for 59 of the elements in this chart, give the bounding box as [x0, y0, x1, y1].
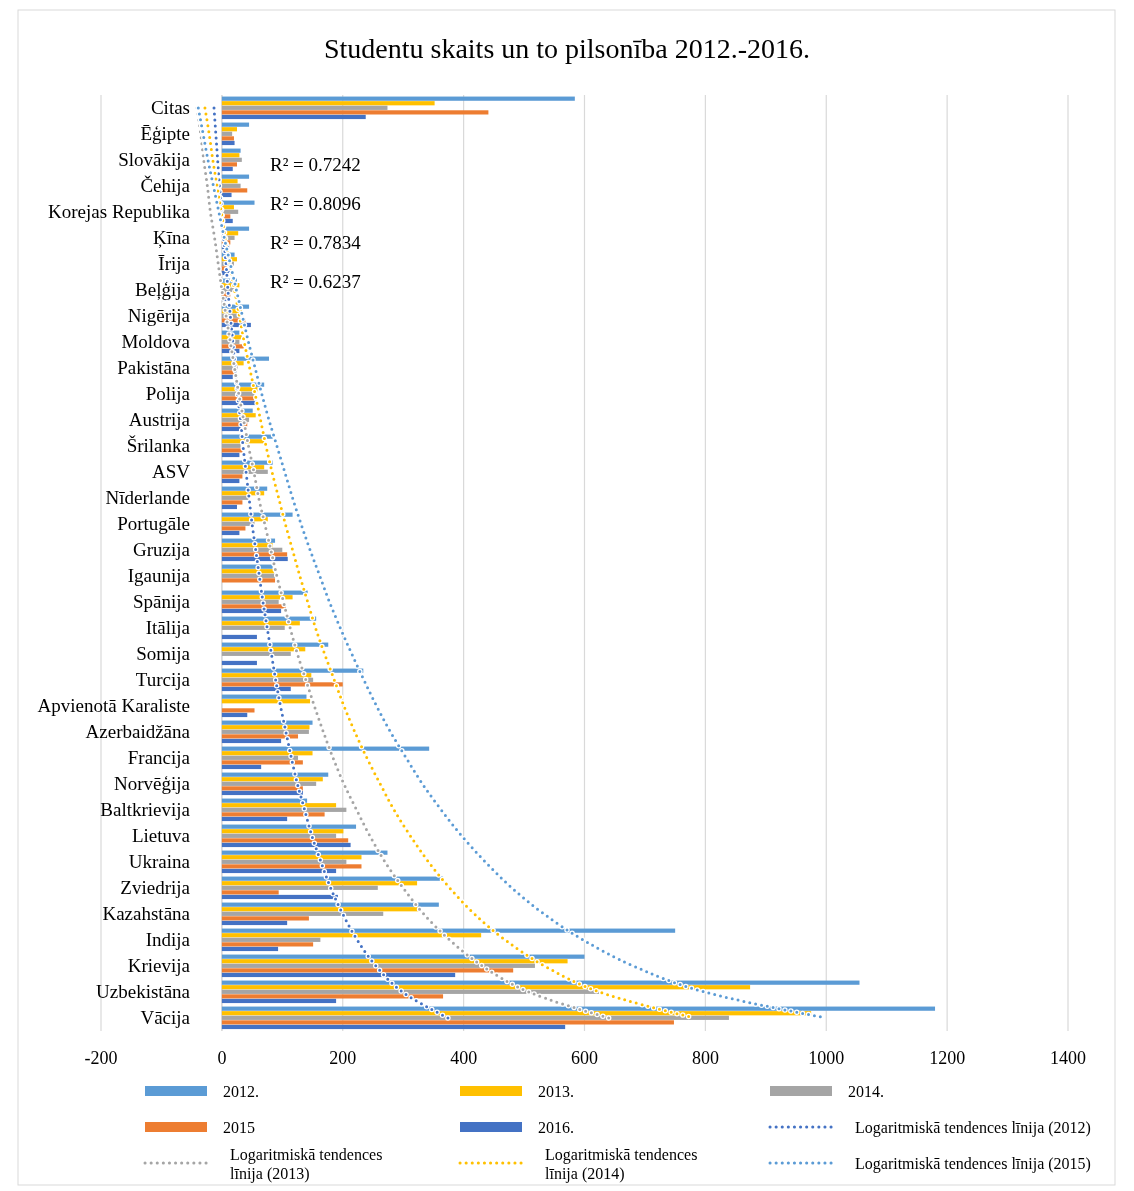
y-tick-label: Azerbaidžāna: [85, 721, 191, 742]
y-tick-label: Uzbekistāna: [96, 981, 191, 1002]
y-tick-label: Lietuva: [131, 825, 191, 846]
x-tick-label: 200: [329, 1048, 357, 1068]
y-tick-label: Beļģija: [135, 279, 191, 300]
y-tick-label: Somija: [136, 643, 191, 664]
y-tick-label: Moldova: [121, 331, 191, 352]
legend-label: Logaritmiskā tendences līnija (2013): [230, 1146, 383, 1183]
legend-label: Logaritmiskā tendences līnija (2015): [855, 1155, 1091, 1173]
y-tick-label: Ķīna: [153, 227, 191, 248]
legend-label: 2014.: [848, 1083, 884, 1100]
x-tick-label: 600: [571, 1048, 598, 1068]
legend-label: 2012.: [223, 1083, 259, 1100]
y-tick-label: Nigērija: [127, 305, 191, 326]
y-tick-label: Slovākija: [118, 149, 191, 170]
x-tick-label: 1000: [808, 1048, 845, 1068]
y-tick-label: Kazahstāna: [102, 903, 191, 924]
y-tick-label: Portugāle: [117, 513, 190, 534]
chart-title: Studentu skaits un to pilsonība 2012.-2016.: [323, 33, 811, 64]
x-tick-label: 1200: [929, 1048, 966, 1068]
annotation: R² = 0.6237: [270, 271, 361, 292]
y-tick-label: Korejas Republika: [48, 201, 191, 222]
legend-label: Logaritmiskā tendences līnija (2012): [855, 1119, 1091, 1137]
y-tick-label: Francija: [127, 747, 191, 768]
legend-label: 2013.: [538, 1083, 574, 1100]
y-tick-label: ASV: [151, 461, 191, 482]
annotation: R² = 0.7834: [270, 232, 362, 253]
y-tick-label: Zviedrija: [120, 877, 191, 898]
y-tick-label: Polija: [145, 383, 191, 404]
annotation: R² = 0.7242: [270, 154, 361, 175]
legend-label: Logaritmiskā tendences līnija (2014): [545, 1146, 698, 1183]
y-tick-label: Spānija: [133, 591, 191, 612]
y-tick-label: Ēģipte: [140, 123, 190, 144]
y-tick-label: Vācija: [140, 1007, 191, 1028]
y-tick-label: Indija: [145, 929, 191, 950]
x-tick-label: 800: [691, 1048, 719, 1068]
y-tick-label: Čehija: [140, 175, 191, 196]
y-tick-label: Austrija: [128, 409, 191, 430]
y-tick-label: Īrija: [158, 253, 191, 274]
y-tick-label: Igaunija: [127, 565, 191, 586]
y-tick-label: Ukraina: [128, 851, 191, 872]
x-tick-label: 400: [450, 1048, 478, 1068]
y-tick-label: Citas: [150, 97, 190, 118]
y-tick-label: Krievija: [127, 955, 191, 976]
y-tick-label: Turcija: [135, 669, 191, 690]
legend-label: 2016.: [538, 1119, 574, 1136]
y-tick-label: Nīderlande: [105, 487, 190, 508]
x-tick-label: 1400: [1050, 1048, 1086, 1068]
y-tick-label: Gruzija: [133, 539, 191, 560]
x-tick-label: 0: [217, 1048, 227, 1068]
y-tick-label: Norvēģija: [114, 773, 191, 794]
y-tick-label: Apvienotā Karaliste: [37, 695, 190, 716]
y-tick-label: Baltkrievija: [100, 799, 191, 820]
legend-label: 2015: [223, 1119, 255, 1136]
y-tick-label: Itālija: [145, 617, 191, 638]
x-tick-label: -200: [84, 1048, 118, 1068]
y-tick-label: Šrilanka: [126, 435, 191, 456]
y-tick-label: Pakistāna: [117, 357, 191, 378]
annotation: R² = 0.8096: [270, 193, 361, 214]
